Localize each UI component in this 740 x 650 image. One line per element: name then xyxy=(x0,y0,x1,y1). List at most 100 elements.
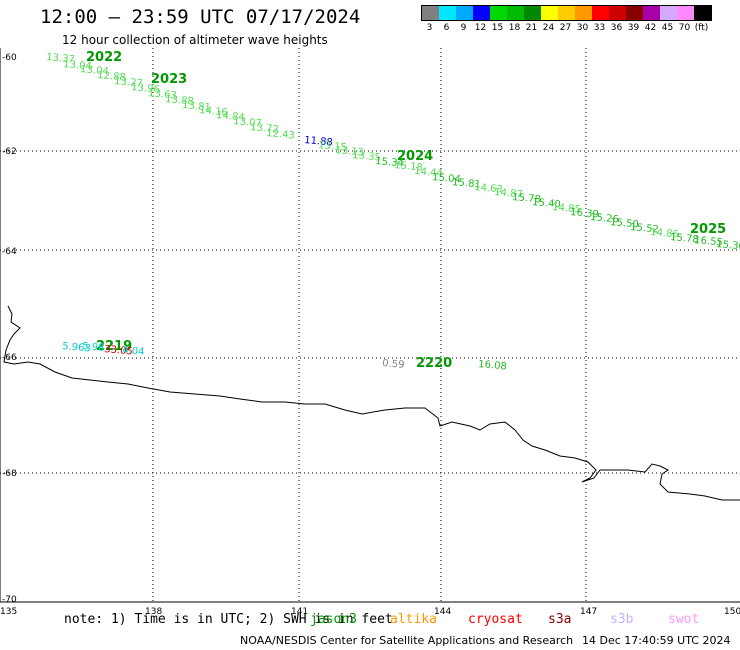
wave-height-value: 15.50 xyxy=(610,217,639,230)
mission-label-jason3: jason3 xyxy=(310,612,357,627)
legend-swatch xyxy=(439,6,456,20)
wave-height-value: 12.88 xyxy=(97,70,126,83)
wave-height-value: 14.84 xyxy=(216,110,245,123)
legend-swatch xyxy=(643,6,660,20)
wave-height-value: 13.37 xyxy=(46,52,75,65)
track-id-label: 2022 xyxy=(86,50,122,65)
wave-height-value: 15.52 xyxy=(630,222,659,235)
wave-height-value: 13.04 xyxy=(63,59,92,72)
legend-swatch xyxy=(575,6,592,20)
legend-label: 33 xyxy=(593,23,606,33)
legend-label: 9 xyxy=(460,23,467,33)
wave-height-value: 14.63 xyxy=(474,182,503,195)
track-id-label: 2024 xyxy=(397,149,433,164)
longitude-label: 150 xyxy=(724,607,740,617)
wave-height-value: 16.39 xyxy=(570,207,599,220)
legend-label: 12 xyxy=(474,23,487,33)
mission-label-altika: altika xyxy=(390,612,437,627)
legend-labels: 3 6 9 12 15 18 21 24 27 30 33 36 39 42 45 70 (ft) xyxy=(421,23,712,33)
track-id-label: 2220 xyxy=(416,356,452,371)
wave-height-value: 13.96 xyxy=(131,82,160,95)
wave-height-value: 13.63 xyxy=(148,88,177,101)
wave-height-value: 15.04 xyxy=(432,172,461,185)
legend-label: 70 xyxy=(678,23,691,33)
longitude-label: 147 xyxy=(580,607,597,617)
legend-label: 21 xyxy=(525,23,538,33)
legend-swatch xyxy=(524,6,541,20)
latitude-label: -62 xyxy=(2,147,17,157)
wave-height-value: 13.88 xyxy=(165,94,194,107)
longitude-label: 144 xyxy=(434,607,451,617)
wave-height-value: 14.44 xyxy=(414,166,443,179)
longitude-label: 138 xyxy=(145,607,162,617)
track-id-label: 2025 xyxy=(690,222,726,237)
legend-swatch xyxy=(626,6,643,20)
wave-height-value: 15.18 xyxy=(394,160,423,173)
latitude-label: -60 xyxy=(2,53,17,63)
map-title: 12:00 — 23:59 UTC 07/17/2024 xyxy=(40,6,361,28)
wave-height-value: 14.86 xyxy=(650,227,679,240)
wave-height-value: 14.16 xyxy=(199,105,228,118)
generated-timestamp: 14 Dec 17:40:59 UTC 2024 xyxy=(582,634,731,647)
latitude-label: -66 xyxy=(2,353,17,363)
mission-label-s3a: s3a xyxy=(548,612,572,627)
wave-height-value: 0.59 xyxy=(382,358,405,371)
wave-height-value: 15.40 xyxy=(532,197,561,210)
latitude-label: -70 xyxy=(2,595,17,605)
longitude-label: 141 xyxy=(291,607,308,617)
wave-height-value: 13.04 xyxy=(80,64,109,77)
legend-label: 24 xyxy=(542,23,555,33)
wave-height-value: 5.98 xyxy=(82,341,105,354)
color-legend: 3 6 9 12 15 18 21 24 27 30 33 36 39 42 45 70 (ft) xyxy=(421,5,712,33)
track-id-label: 2219 xyxy=(96,339,132,354)
wave-height-value: 15.81 xyxy=(452,177,481,190)
wave-height-value: 16.55 xyxy=(694,235,723,248)
wave-height-value: 15.30 xyxy=(716,239,740,252)
coastline xyxy=(3,305,740,501)
legend-swatch xyxy=(473,6,490,20)
legend-swatch xyxy=(541,6,558,20)
mission-label-cryosat: cryosat xyxy=(468,612,523,627)
legend-swatch xyxy=(694,6,711,20)
legend-swatch xyxy=(422,6,439,20)
track-id-label: 2023 xyxy=(151,72,187,87)
wave-height-value: 15.26 xyxy=(590,212,619,225)
wave-height-value: 5.963 xyxy=(62,341,91,354)
wave-height-value: 13.15 xyxy=(318,140,347,153)
legend-label: 18 xyxy=(508,23,521,33)
wave-height-value: 14.85 xyxy=(552,202,581,215)
legend-label: (ft) xyxy=(694,23,709,33)
legend-label: 42 xyxy=(644,23,657,33)
credit-line: NOAA/NESDIS Center for Satellite Applica… xyxy=(240,634,574,647)
legend-swatch xyxy=(456,6,473,20)
legend-label: 30 xyxy=(576,23,589,33)
wave-height-value: 13.35 xyxy=(352,150,381,163)
latitude-label: -64 xyxy=(2,247,17,257)
legend-swatch xyxy=(592,6,609,20)
legend-label: 15 xyxy=(491,23,504,33)
wave-height-value: 11.88 xyxy=(304,135,333,148)
legend-swatch xyxy=(490,6,507,20)
legend-label: 39 xyxy=(627,23,640,33)
legend-label: 45 xyxy=(661,23,674,33)
legend-swatch xyxy=(507,6,524,20)
map-subtitle: 12 hour collection of altimeter wave hei… xyxy=(62,33,328,47)
wave-height-value: 16.08 xyxy=(478,359,507,372)
mission-label-swot: swot xyxy=(668,612,700,627)
wave-height-value: 13.27 xyxy=(114,76,143,89)
legend-swatch xyxy=(609,6,626,20)
wave-height-value: 15.78 xyxy=(670,232,699,245)
wave-height-value: 13.13 xyxy=(335,145,364,158)
legend-swatch xyxy=(660,6,677,20)
legend-label: 6 xyxy=(443,23,450,33)
legend-color-bar xyxy=(421,5,712,21)
wave-height-value: 33.05 xyxy=(104,344,133,357)
wave-height-value: 15.78 xyxy=(512,192,541,205)
map-graticule xyxy=(0,48,740,602)
legend-label: 3 xyxy=(426,23,433,33)
longitude-label: 135 xyxy=(0,607,17,617)
legend-swatch xyxy=(677,6,694,20)
wave-height-value: 13.07 xyxy=(233,116,262,129)
wave-height-value: 12.43 xyxy=(266,128,295,141)
